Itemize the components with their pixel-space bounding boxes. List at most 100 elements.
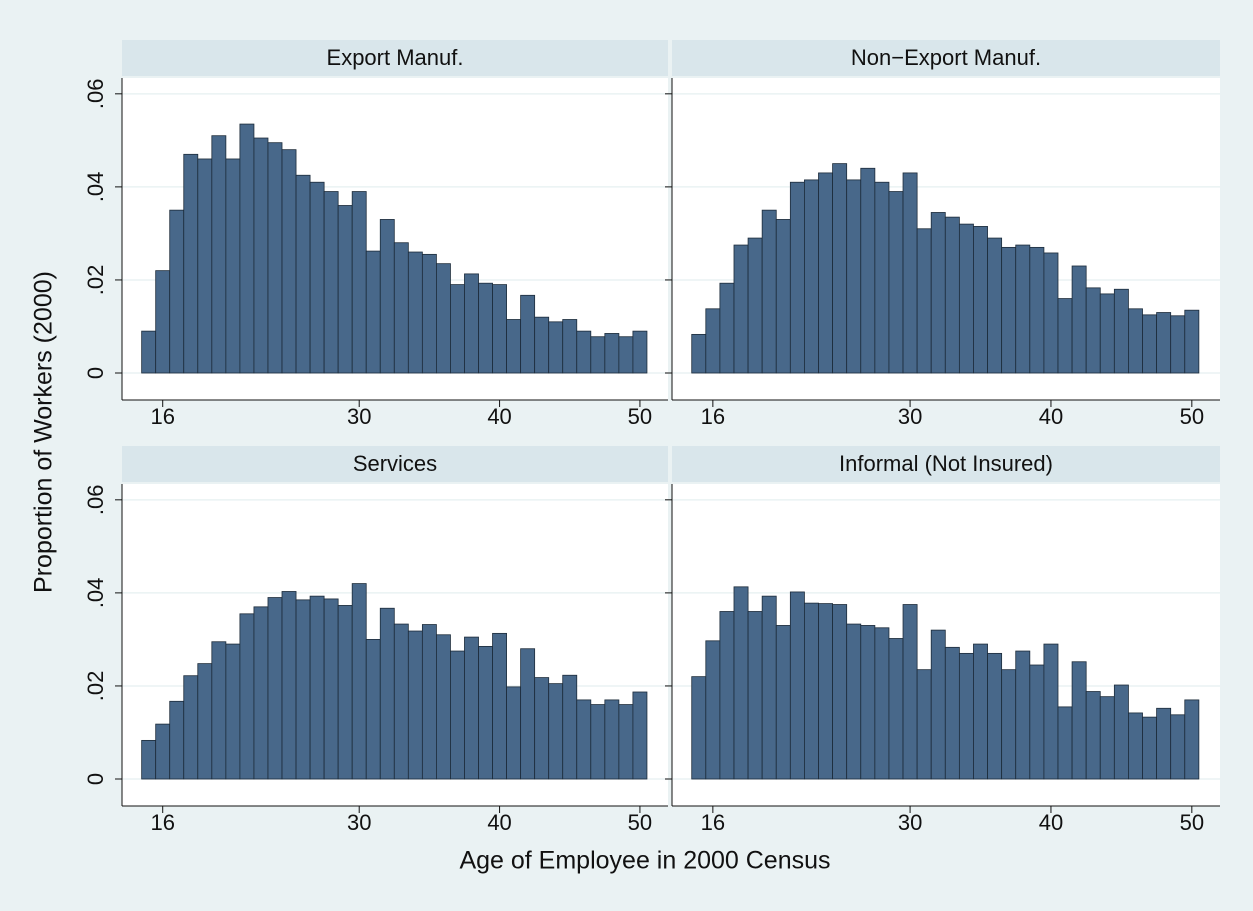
bar [351,191,367,374]
x-tick-label: 50 [1180,404,1204,429]
bar [1043,643,1059,780]
bar [604,699,620,780]
bar [1113,288,1129,374]
bar [393,242,409,374]
bar [267,142,283,374]
y-axis-label: Proportion of Workers (2000) [30,271,58,593]
y-tick-label: .02 [83,671,108,702]
bar [548,321,564,374]
bar [337,205,353,374]
bar [1015,650,1031,780]
bar [309,595,325,780]
bar [618,336,634,374]
y-tick-label: 0 [83,773,108,785]
bar [818,603,833,780]
x-tick-label: 50 [628,810,652,835]
x-tick-label: 16 [701,404,725,429]
y-tick-label: .06 [83,79,108,110]
bar [1170,315,1186,374]
bar [478,645,493,780]
bar [506,686,522,780]
bar [464,636,479,780]
bar [155,723,171,780]
y-tick-label: 0 [83,367,108,379]
bar [281,149,297,374]
y-tick-label: .06 [83,485,108,516]
bar [1057,298,1073,374]
bar [973,226,988,374]
bar [1043,252,1059,374]
bar [1001,246,1017,374]
panel-header [672,446,1220,482]
bar [930,212,946,374]
x-tick-label: 16 [701,810,725,835]
bar [987,237,1003,374]
bar [239,613,255,780]
bar [141,739,157,780]
bar [973,643,988,780]
bar [1184,699,1200,780]
bar [860,625,876,780]
y-tick-label: .04 [83,172,108,203]
bar [478,282,493,374]
bar [874,181,890,374]
bar [944,646,960,780]
bar [888,638,904,780]
x-tick-label: 16 [150,404,174,429]
bar [930,629,946,780]
y-tick-label: .04 [83,578,108,609]
bar [761,209,777,374]
bar [492,284,507,374]
bar [691,333,707,374]
x-tick-label: 50 [1180,810,1204,835]
bar [705,308,721,374]
x-tick-label: 30 [898,404,922,429]
bar [958,223,974,374]
bar [534,316,550,374]
bar [379,219,395,374]
bar [436,263,451,374]
bar [1071,265,1087,374]
bar [225,643,241,780]
bar [141,330,157,374]
bar [197,158,213,374]
bar [534,677,550,780]
bar [916,669,932,780]
panel-header [672,40,1220,76]
bar [506,319,522,374]
bar [295,599,311,780]
bar [632,691,648,780]
bar [183,153,199,374]
bar [421,253,437,374]
bar [604,333,620,374]
bar [253,137,269,374]
y-tick-label: .02 [83,265,108,296]
bar [733,586,749,780]
bar [987,652,1003,780]
bar [1029,246,1045,374]
bar [832,163,848,374]
bar [747,611,763,780]
bar [562,319,578,374]
bar [155,270,171,374]
bar [775,219,791,374]
bar [337,605,353,780]
bar [944,216,960,374]
bar [1029,664,1045,780]
panel-header [122,40,668,76]
bar [169,700,185,780]
bar [590,704,606,780]
bar [1085,287,1101,374]
bar [379,607,395,780]
bar [860,167,876,374]
bar [719,611,735,780]
bar [1142,716,1158,780]
x-axis-label: Age of Employee in 2000 Census [459,847,830,875]
bar [407,630,423,780]
bar [520,294,536,374]
bar [211,641,227,780]
bar [464,273,479,374]
bar [747,237,763,374]
x-tick-label: 40 [487,810,511,835]
